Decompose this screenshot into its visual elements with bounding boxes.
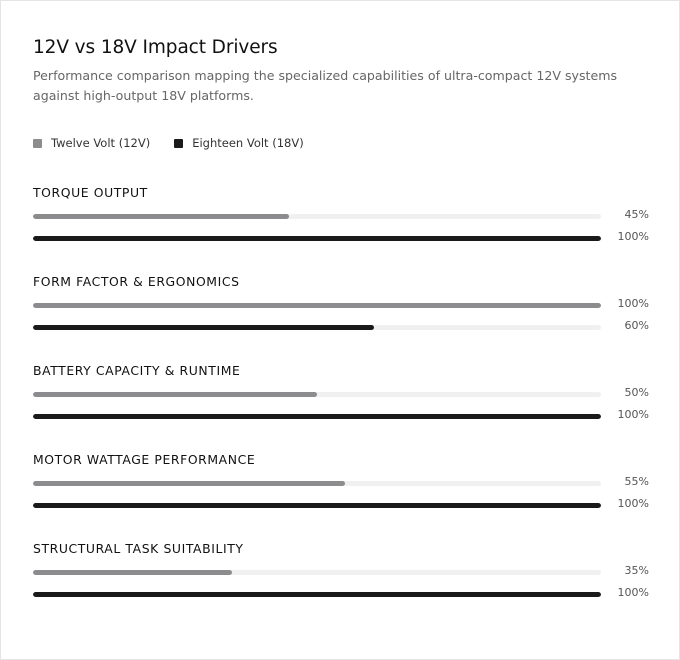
category-label: MOTOR WATTAGE PERFORMANCE — [33, 452, 256, 467]
legend-item-12v: Twelve Volt (12V) — [33, 136, 150, 150]
value-label-18v: 100% — [617, 586, 649, 599]
legend-label-18v: Eighteen Volt (18V) — [192, 136, 304, 150]
value-label-18v: 100% — [617, 230, 649, 243]
bar-group: MOTOR WATTAGE PERFORMANCE 55% 100% — [33, 452, 649, 532]
bar-12v — [33, 214, 289, 219]
bar-12v — [33, 570, 232, 575]
bar-track — [33, 414, 601, 419]
value-label-12v: 50% — [624, 386, 649, 399]
bar-track — [33, 214, 601, 219]
value-label-18v: 100% — [617, 497, 649, 510]
bar-18v — [33, 236, 601, 241]
legend-item-18v: Eighteen Volt (18V) — [174, 136, 304, 150]
value-label-12v: 100% — [617, 297, 649, 310]
bar-18v — [33, 325, 374, 330]
bar-18v — [33, 414, 601, 419]
value-label-18v: 60% — [624, 319, 649, 332]
bar-track — [33, 503, 601, 508]
bar-track — [33, 481, 601, 486]
bar-track — [33, 392, 601, 397]
legend-swatch-18v — [174, 138, 184, 148]
bar-group: TORQUE OUTPUT 45% 100% — [33, 185, 649, 265]
bar-track — [33, 592, 601, 597]
value-label-18v: 100% — [617, 408, 649, 421]
category-label: TORQUE OUTPUT — [33, 185, 148, 200]
bar-track — [33, 236, 601, 241]
chart-subtitle: Performance comparison mapping the speci… — [33, 68, 618, 103]
value-label-12v: 45% — [624, 208, 649, 221]
chart-legend: Twelve Volt (12V) Eighteen Volt (18V) — [33, 136, 328, 150]
chart-title: 12V vs 18V Impact Drivers — [33, 37, 278, 58]
category-label: STRUCTURAL TASK SUITABILITY — [33, 541, 244, 556]
bar-18v — [33, 503, 601, 508]
bar-12v — [33, 303, 601, 308]
bar-18v — [33, 592, 601, 597]
bar-track — [33, 303, 601, 308]
legend-swatch-12v — [33, 138, 42, 148]
value-label-12v: 35% — [624, 564, 649, 577]
category-label: FORM FACTOR & ERGONOMICS — [33, 274, 240, 289]
bar-group: BATTERY CAPACITY & RUNTIME 50% 100% — [33, 363, 649, 443]
category-label: BATTERY CAPACITY & RUNTIME — [33, 363, 241, 378]
value-label-12v: 55% — [624, 475, 649, 488]
bar-group: FORM FACTOR & ERGONOMICS 100% 60% — [33, 274, 649, 354]
bar-track — [33, 325, 601, 330]
bar-12v — [33, 392, 317, 397]
legend-label-12v: Twelve Volt (12V) — [51, 136, 151, 150]
bar-12v — [33, 481, 346, 486]
bar-track — [33, 570, 601, 575]
bar-group: STRUCTURAL TASK SUITABILITY 35% 100% — [33, 541, 649, 621]
